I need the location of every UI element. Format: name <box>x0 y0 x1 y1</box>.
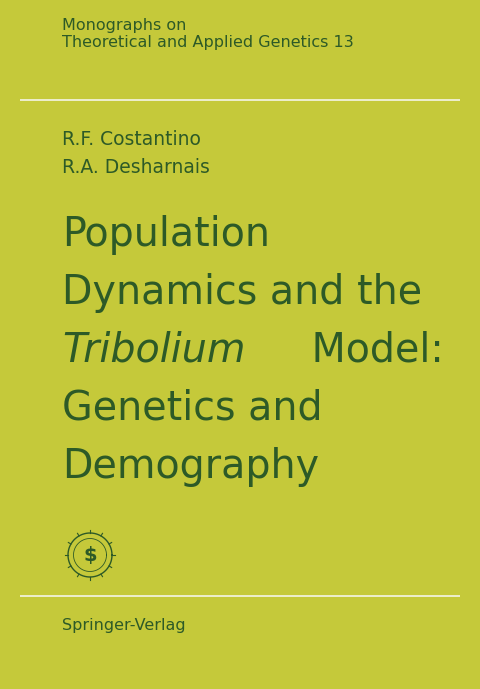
Text: Model:: Model: <box>299 331 444 371</box>
Text: Theoretical and Applied Genetics 13: Theoretical and Applied Genetics 13 <box>62 35 354 50</box>
Text: R.A. Desharnais: R.A. Desharnais <box>62 158 210 177</box>
Text: Population: Population <box>62 215 270 255</box>
Text: Tribolium: Tribolium <box>62 331 245 370</box>
Text: Dynamics and the: Dynamics and the <box>62 273 422 313</box>
Text: Genetics and: Genetics and <box>62 389 323 429</box>
Text: $: $ <box>83 546 97 564</box>
Text: Monographs on: Monographs on <box>62 18 186 33</box>
Text: R.F. Costantino: R.F. Costantino <box>62 130 201 149</box>
Text: Demography: Demography <box>62 447 319 487</box>
Text: Springer-Verlag: Springer-Verlag <box>62 618 186 633</box>
